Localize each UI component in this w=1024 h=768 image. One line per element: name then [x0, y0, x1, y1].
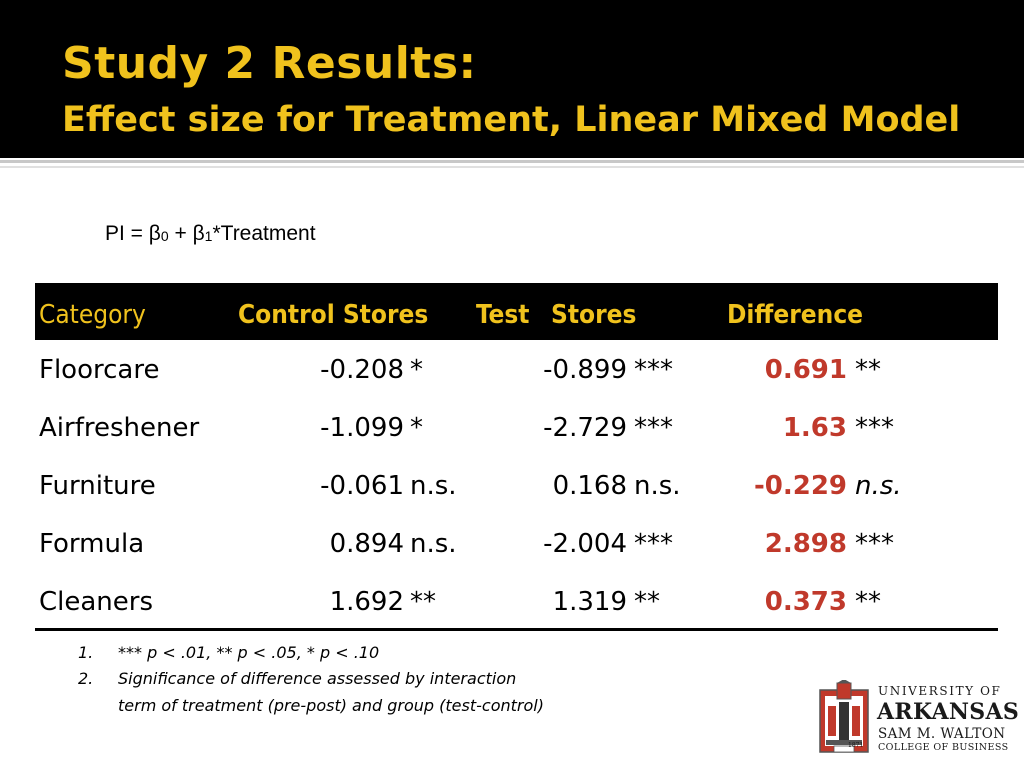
logo-line-2: ARKANSAS [877, 699, 1020, 725]
row-test-sig: *** [634, 529, 673, 559]
row-control-sig: * [410, 413, 423, 443]
row-control-value: -1.099 [320, 413, 404, 443]
row-diff-sig: ** [855, 355, 881, 385]
logo-line-3: SAM M. WALTON [878, 726, 1006, 742]
row-diff-value: 0.373 [764, 587, 847, 617]
row-test-sig: n.s. [634, 471, 681, 501]
row-test-value: 1.319 [552, 587, 627, 617]
row-category: Airfreshener [39, 413, 200, 443]
row-diff-sig: *** [855, 529, 894, 559]
header-stores: Stores [551, 300, 637, 330]
header-category: Category [39, 300, 146, 330]
table-bottom-rule [35, 628, 998, 631]
row-test-value: -0.899 [543, 355, 627, 385]
row-category: Cleaners [39, 587, 154, 617]
header-control-stores: Control Stores [238, 300, 429, 330]
divider-line [0, 160, 1024, 163]
slide-subtitle: Effect size for Treatment, Linear Mixed … [62, 100, 961, 140]
university-logo: 1871 UNIVERSITY OF ARKANSAS SAM M. WALTO… [818, 680, 1019, 755]
logo-year: 1871 [848, 742, 864, 749]
row-category: Furniture [39, 471, 156, 501]
row-diff-value: 0.691 [764, 355, 847, 385]
logo-line-1: UNIVERSITY OF [878, 684, 1002, 698]
old-main-icon [819, 680, 869, 753]
header-difference: Difference [727, 300, 864, 330]
logo-line-4: COLLEGE OF BUSINESS [878, 742, 1009, 753]
row-control-value: -0.061 [320, 471, 404, 501]
row-diff-sig: *** [855, 413, 894, 443]
row-control-sig: ** [410, 587, 436, 617]
row-diff-sig: n.s. [855, 471, 902, 501]
row-test-sig: *** [634, 413, 673, 443]
row-diff-value: -0.229 [753, 471, 847, 501]
divider-line-secondary [0, 166, 1024, 168]
footnote-2-number: 2. [78, 669, 94, 688]
footnote-2-text: Significance of difference assessed by i… [118, 669, 517, 688]
row-category: Floorcare [39, 355, 160, 385]
table-header-row [35, 283, 998, 340]
row-category: Formula [39, 529, 145, 559]
row-control-value: -0.208 [320, 355, 404, 385]
row-control-value: 0.894 [329, 529, 404, 559]
row-test-value: -2.729 [543, 413, 627, 443]
model-formula: PI = β0 + β1*Treatment [105, 222, 316, 245]
row-control-value: 1.692 [329, 587, 404, 617]
footnote-2-text-continued: term of treatment (pre-post) and group (… [118, 696, 544, 715]
row-diff-value: 1.63 [782, 413, 847, 443]
row-test-value: 0.168 [552, 471, 627, 501]
row-test-sig: *** [634, 355, 673, 385]
footnote-1-number: 1. [78, 643, 94, 662]
row-diff-sig: ** [855, 587, 881, 617]
footnote-1-text: *** p < .01, ** p < .05, * p < .10 [118, 643, 380, 662]
row-diff-value: 2.898 [764, 529, 847, 559]
title-banner [0, 0, 1024, 158]
slide-title: Study 2 Results: [62, 38, 477, 89]
row-control-sig: n.s. [410, 529, 457, 559]
row-test-value: -2.004 [543, 529, 627, 559]
row-control-sig: * [410, 355, 423, 385]
row-test-sig: ** [634, 587, 660, 617]
row-control-sig: n.s. [410, 471, 457, 501]
header-test: Test [476, 300, 530, 330]
